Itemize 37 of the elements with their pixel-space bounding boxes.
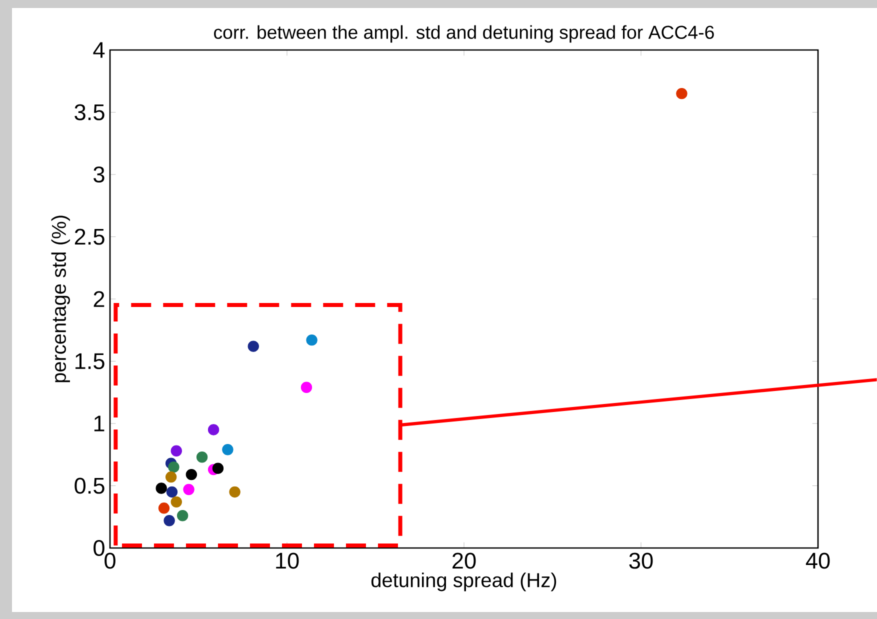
point [166,486,178,498]
x-tick-label: 10 [276,552,299,569]
y-tick-label: 3.5 [74,104,104,120]
point [176,510,188,522]
point [196,452,208,463]
x-tick-label: 40 [806,552,830,569]
point [183,484,194,496]
point [229,486,240,498]
point [248,340,259,352]
y-tick-label: 4 [93,42,105,58]
point [168,461,180,473]
point [158,502,170,514]
y-tick-label: 0 [94,540,104,556]
point [156,482,167,494]
y-axis-title: percentage std (%) [51,216,70,382]
point [164,515,175,526]
point [222,444,234,456]
y-tick-label: 2.5 [74,228,104,245]
x-tick-label: 30 [629,552,653,569]
point [212,462,224,474]
y-tick-label: 2 [94,291,104,307]
point [186,468,198,480]
point [170,445,182,456]
point [306,334,318,346]
point [300,382,312,393]
x-axis-title: detuning spread (Hz) [371,572,556,592]
point [170,496,182,508]
x-tick-label: 0 [104,552,116,569]
y-tick-label: 3 [94,166,104,183]
y-tick-label: 1.5 [76,353,104,370]
y-tick-label: 1 [94,416,104,432]
chart-title: corr. between the ampl. std and detuning spread for ACC4-6 [214,25,714,43]
point [676,88,688,100]
point [165,471,177,483]
point [208,424,220,436]
x-tick-label: 20 [452,552,476,569]
y-tick-label: 0.5 [74,478,104,494]
